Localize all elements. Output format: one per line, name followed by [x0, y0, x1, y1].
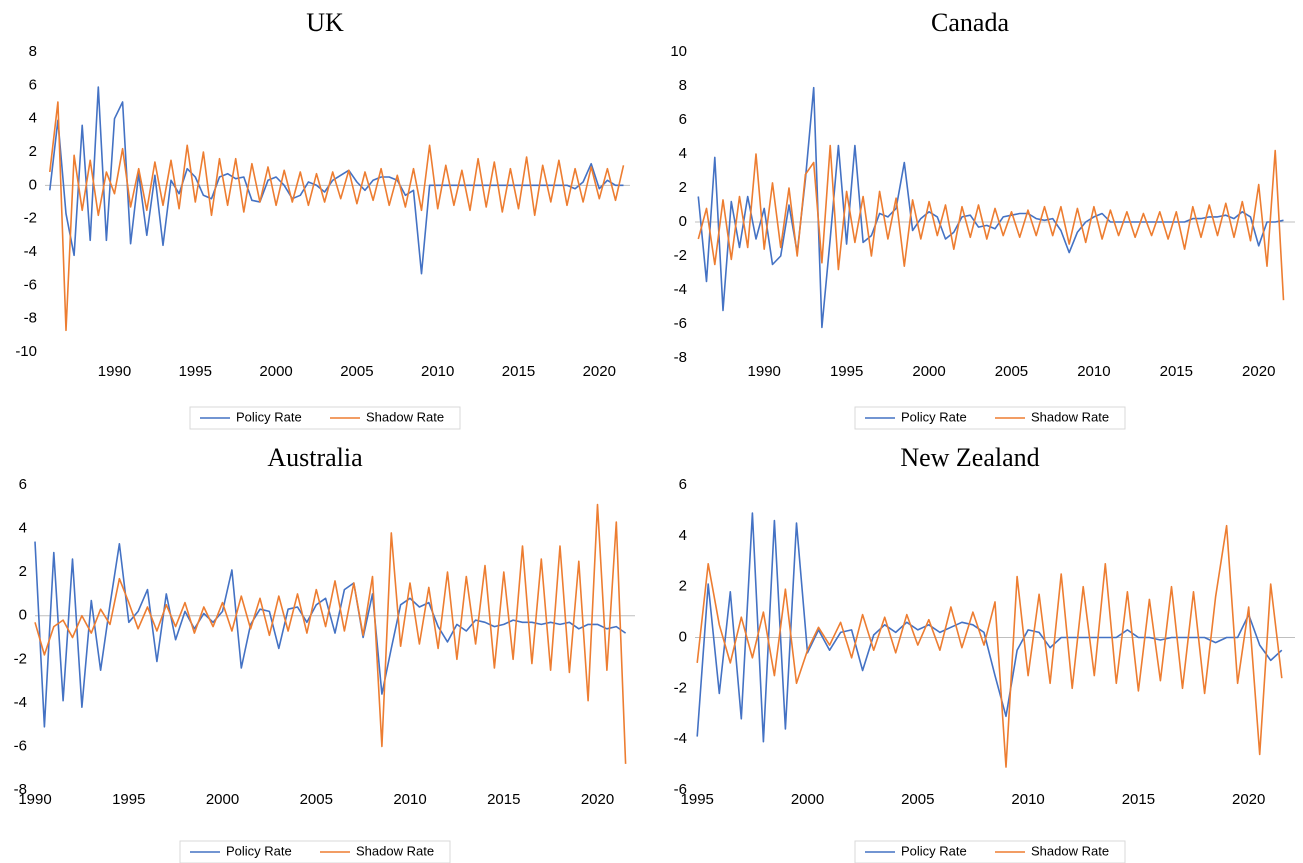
y-tick-label: -2 [14, 650, 27, 667]
y-tick-label: 6 [29, 76, 37, 93]
x-tick-label: 2020 [1232, 791, 1265, 808]
x-tick-label: 2005 [995, 363, 1028, 380]
x-tick-label: 1995 [830, 363, 863, 380]
y-tick-label: -2 [674, 679, 687, 696]
y-tick-label: -8 [24, 310, 37, 327]
y-tick-label: -6 [674, 315, 687, 332]
y-tick-label: 8 [679, 77, 687, 94]
y-tick-label: 0 [679, 213, 687, 230]
x-tick-label: 1995 [179, 363, 212, 380]
legend-label: Shadow Rate [356, 843, 434, 858]
x-tick-label: 2005 [300, 791, 333, 808]
series-line [49, 101, 625, 332]
x-tick-label: 2010 [421, 363, 454, 380]
x-tick-label: 2010 [1011, 791, 1044, 808]
chart-title: New Zealand [900, 443, 1039, 472]
legend-box [854, 406, 1126, 430]
x-tick-label: 1990 [18, 791, 51, 808]
x-tick-label: 2000 [912, 363, 945, 380]
y-tick-label: 2 [29, 143, 37, 160]
y-tick-label: -2 [674, 247, 687, 264]
chart-title: UK [306, 8, 344, 37]
x-tick-label: 2005 [901, 791, 934, 808]
x-tick-label: 2015 [502, 363, 535, 380]
y-tick-label: 8 [29, 43, 37, 60]
y-tick-label: -8 [14, 781, 27, 798]
x-tick-label: 2020 [1242, 363, 1275, 380]
legend-label: Shadow Rate [1031, 843, 1109, 858]
series-line [696, 524, 1283, 768]
legend-box [179, 840, 451, 863]
x-tick-label: 2010 [393, 791, 426, 808]
y-tick-label: -8 [674, 349, 687, 366]
chart-title: Australia [267, 443, 363, 472]
y-tick-label: -4 [24, 243, 37, 260]
x-tick-label: 1990 [98, 363, 131, 380]
x-tick-label: 2020 [583, 363, 616, 380]
y-tick-label: -2 [24, 210, 37, 227]
x-tick-label: 2015 [1122, 791, 1155, 808]
y-tick-label: 4 [679, 527, 687, 544]
series-line [697, 144, 1285, 301]
x-tick-label: 1995 [112, 791, 145, 808]
legend-box [189, 406, 461, 430]
x-tick-label: 1990 [748, 363, 781, 380]
y-tick-label: 10 [670, 43, 687, 60]
series-line [34, 541, 627, 728]
x-tick-label: 2000 [259, 363, 292, 380]
y-tick-label: -6 [14, 737, 27, 754]
legend-label: Policy Rate [236, 409, 302, 424]
x-tick-label: 1995 [681, 791, 714, 808]
legend-label: Policy Rate [901, 843, 967, 858]
y-tick-label: 0 [29, 176, 37, 193]
legend-label: Shadow Rate [1031, 409, 1109, 424]
y-tick-label: -10 [15, 343, 37, 360]
y-tick-label: -4 [674, 281, 687, 298]
y-tick-label: 2 [679, 179, 687, 196]
y-tick-label: 4 [29, 110, 37, 127]
x-tick-label: 2000 [206, 791, 239, 808]
x-tick-label: 2015 [487, 791, 520, 808]
y-tick-label: 2 [679, 578, 687, 595]
x-tick-label: 2015 [1160, 363, 1193, 380]
y-tick-label: 2 [19, 563, 27, 580]
legend-label: Policy Rate [901, 409, 967, 424]
series-line [34, 503, 627, 764]
series-line [696, 512, 1283, 743]
x-tick-label: 2000 [791, 791, 824, 808]
y-tick-label: 6 [19, 476, 27, 493]
y-tick-label: -4 [14, 694, 27, 711]
y-tick-label: 4 [19, 520, 27, 537]
legend-box [854, 840, 1126, 863]
x-tick-label: 2005 [340, 363, 373, 380]
series-line [49, 86, 624, 275]
chart-title: Canada [931, 8, 1009, 37]
y-tick-label: 0 [679, 628, 687, 645]
legend-label: Policy Rate [226, 843, 292, 858]
y-tick-label: 4 [679, 145, 687, 162]
y-tick-label: 0 [19, 607, 27, 624]
legend-label: Shadow Rate [366, 409, 444, 424]
y-tick-label: 6 [679, 476, 687, 493]
y-tick-label: -4 [674, 730, 687, 747]
y-tick-label: -6 [24, 276, 37, 293]
x-tick-label: 2010 [1077, 363, 1110, 380]
x-tick-label: 2020 [581, 791, 614, 808]
y-tick-label: -6 [674, 781, 687, 798]
y-tick-label: 6 [679, 111, 687, 128]
